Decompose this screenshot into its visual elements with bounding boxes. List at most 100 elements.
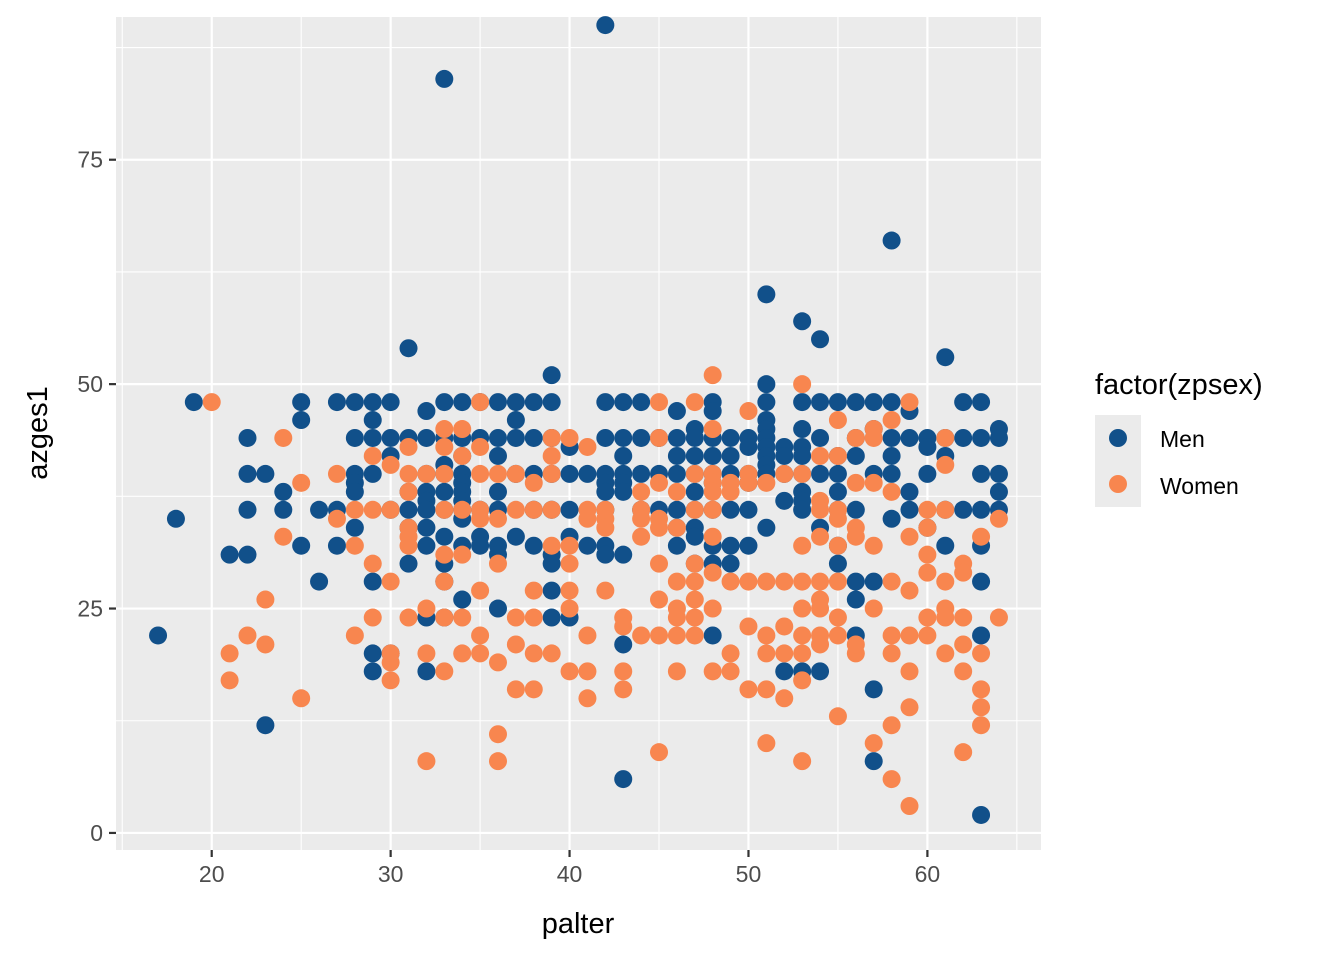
- data-point-men: [972, 464, 991, 483]
- data-point-men: [345, 428, 364, 447]
- data-point-women: [632, 626, 651, 645]
- data-point-men: [363, 644, 382, 663]
- data-point-women: [381, 500, 400, 519]
- data-point-women: [864, 536, 883, 555]
- data-point-women: [506, 464, 525, 483]
- data-point-women: [274, 527, 293, 546]
- data-point-men: [417, 428, 436, 447]
- data-point-women: [936, 428, 955, 447]
- data-point-men: [989, 428, 1008, 447]
- data-point-women: [721, 482, 740, 501]
- data-point-women: [435, 464, 454, 483]
- data-point-men: [721, 500, 740, 519]
- data-point-men: [614, 446, 633, 465]
- data-point-women: [739, 572, 758, 591]
- data-point-women: [578, 509, 597, 528]
- data-point-men: [381, 428, 400, 447]
- data-point-women: [578, 437, 597, 456]
- data-point-women: [381, 671, 400, 690]
- data-point-women: [345, 626, 364, 645]
- data-point-women: [471, 509, 490, 528]
- data-point-men: [614, 482, 633, 501]
- data-point-men: [274, 482, 293, 501]
- data-point-women: [488, 554, 507, 573]
- data-point-men: [954, 428, 973, 447]
- data-point-women: [327, 509, 346, 528]
- data-point-women: [900, 626, 919, 645]
- data-point-women: [703, 482, 722, 501]
- data-point-men: [954, 393, 973, 412]
- data-point-men: [811, 330, 830, 349]
- data-point-women: [685, 393, 704, 412]
- x-tick-label: 20: [199, 861, 225, 887]
- data-point-women: [292, 473, 311, 492]
- data-point-women: [828, 411, 847, 430]
- data-point-women: [972, 527, 991, 546]
- data-point-men: [632, 393, 651, 412]
- data-point-men: [488, 599, 507, 618]
- data-point-women: [900, 581, 919, 600]
- data-point-men: [381, 393, 400, 412]
- data-point-women: [667, 518, 686, 537]
- data-point-men: [972, 572, 991, 591]
- data-point-women: [327, 464, 346, 483]
- data-point-men: [238, 545, 257, 564]
- data-point-women: [739, 402, 758, 421]
- data-point-men: [292, 393, 311, 412]
- data-point-women: [381, 572, 400, 591]
- data-point-women: [793, 752, 812, 771]
- data-point-women: [757, 473, 776, 492]
- data-point-men: [345, 482, 364, 501]
- data-point-women: [972, 680, 991, 699]
- data-point-men: [721, 536, 740, 555]
- data-point-women: [918, 500, 937, 519]
- data-point-men: [435, 482, 454, 501]
- y-tick-label: 0: [90, 820, 103, 846]
- x-axis-ticks: 20 30 40 50 60: [199, 850, 940, 887]
- data-point-women: [864, 473, 883, 492]
- data-point-women: [632, 482, 651, 501]
- legend-marker-women: [1109, 475, 1127, 493]
- data-point-women: [954, 608, 973, 627]
- data-point-men: [864, 680, 883, 699]
- data-point-women: [828, 626, 847, 645]
- data-point-men: [793, 446, 812, 465]
- data-point-women: [578, 689, 597, 708]
- data-point-men: [542, 393, 561, 412]
- data-point-men: [775, 662, 794, 681]
- data-point-men: [506, 411, 525, 430]
- data-point-women: [542, 428, 561, 447]
- data-point-women: [417, 464, 436, 483]
- data-point-women: [381, 653, 400, 672]
- data-point-men: [882, 464, 901, 483]
- data-point-women: [721, 572, 740, 591]
- data-point-women: [596, 518, 615, 537]
- data-point-women: [220, 671, 239, 690]
- data-point-women: [560, 581, 579, 600]
- data-point-women: [793, 536, 812, 555]
- data-point-women: [828, 608, 847, 627]
- data-point-women: [417, 599, 436, 618]
- data-point-men: [685, 446, 704, 465]
- x-tick-label: 40: [557, 861, 583, 887]
- data-point-women: [972, 644, 991, 663]
- data-point-women: [811, 572, 830, 591]
- data-point-men: [864, 752, 883, 771]
- data-point-women: [703, 500, 722, 519]
- data-point-men: [685, 428, 704, 447]
- data-point-men: [310, 572, 329, 591]
- data-point-women: [471, 581, 490, 600]
- data-point-men: [846, 590, 865, 609]
- data-point-men: [292, 536, 311, 555]
- data-point-men: [363, 428, 382, 447]
- data-point-women: [542, 644, 561, 663]
- data-point-men: [614, 545, 633, 564]
- data-point-women: [578, 626, 597, 645]
- data-point-women: [435, 545, 454, 564]
- y-axis-ticks: 0 25 50 75: [77, 147, 116, 846]
- data-point-women: [828, 572, 847, 591]
- data-point-women: [614, 617, 633, 636]
- data-point-women: [488, 653, 507, 672]
- data-point-men: [614, 770, 633, 789]
- data-point-women: [399, 437, 418, 456]
